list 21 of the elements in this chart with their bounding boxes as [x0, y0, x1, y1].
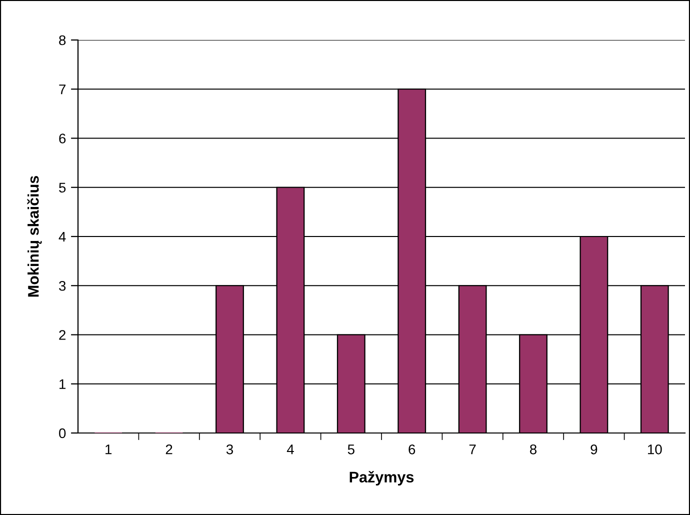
x-tick-label: 7 [469, 444, 476, 454]
y-tick-label: 8 [59, 35, 66, 46]
x-tick-label: 5 [348, 444, 354, 454]
y-tick-label: 2 [59, 330, 66, 340]
x-tick-label: 6 [408, 444, 416, 454]
y-tick-label: 3 [59, 280, 66, 291]
y-tick-label: 5 [59, 182, 66, 193]
y-tick-label: 1 [60, 379, 66, 389]
y-tick-label: 6 [59, 134, 66, 144]
x-tick-label: 8 [530, 444, 537, 454]
x-tick-label: 4 [286, 444, 294, 454]
x-tick-label: 2 [166, 444, 172, 454]
y-axis-title: Mokinių skaičius [27, 176, 42, 297]
y-tick-label: 7 [59, 84, 66, 94]
y-tick-label: 4 [58, 232, 66, 242]
x-axis-title: Pažymys [350, 470, 414, 486]
x-tick-label: 10 [648, 444, 662, 454]
x-tick-label: 1 [106, 444, 112, 454]
x-tick-label: 9 [590, 444, 598, 454]
y-tick-label: 0 [59, 428, 66, 438]
x-tick-label: 3 [226, 444, 233, 454]
